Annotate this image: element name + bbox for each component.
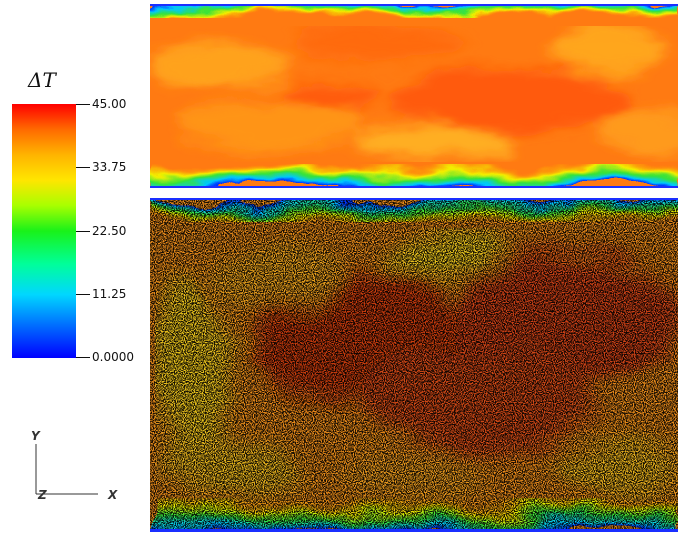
colorbar-gradient	[12, 104, 76, 358]
colorbar-label-2: 22.50	[92, 224, 127, 238]
colorbar-tick	[76, 167, 90, 168]
temperature-field-panel	[150, 4, 678, 188]
colorbar-tick	[76, 104, 90, 105]
colorbar-label-3: 33.75	[92, 160, 127, 174]
colorbar-label-max: 45.00	[92, 97, 127, 111]
colorbar-label-1: 11.25	[92, 287, 127, 301]
colorbar-tick	[76, 294, 90, 295]
particle-field-panel	[150, 198, 678, 532]
x-axis-label: X	[107, 488, 118, 502]
colorbar-tick	[76, 357, 90, 358]
colorbar-title: ΔT	[28, 68, 56, 92]
colorbar-tick	[76, 231, 90, 232]
colorbar-label-min: 0.0000	[92, 350, 134, 364]
y-axis-label: Y	[31, 429, 41, 443]
axis-triad: Y Z X	[31, 429, 118, 502]
z-axis-label: Z	[37, 488, 47, 502]
